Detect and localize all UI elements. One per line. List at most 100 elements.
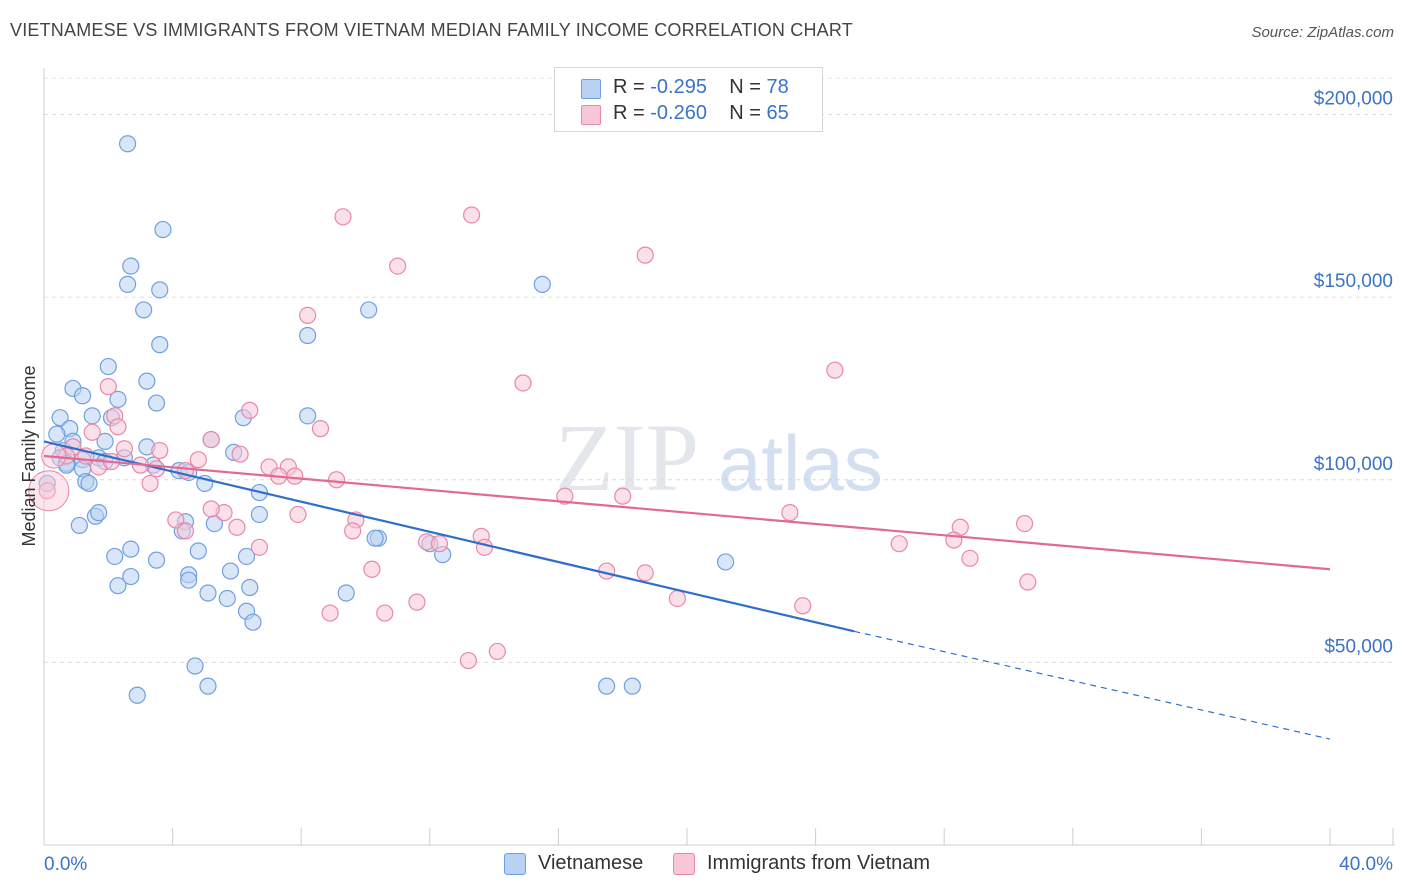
data-point [186, 657, 204, 675]
data-point [109, 418, 127, 436]
data-point [83, 423, 101, 441]
data-point [221, 562, 240, 580]
data-point [99, 357, 117, 376]
data-point [289, 505, 307, 524]
x-tick-label-max: 40.0% [1339, 854, 1393, 875]
data-point [135, 301, 153, 319]
data-point [199, 677, 217, 695]
source-label: Source: ZipAtlas.com [1251, 24, 1394, 41]
data-point [57, 447, 76, 465]
data-point [109, 577, 127, 595]
data-point [890, 535, 908, 553]
data-point [106, 547, 124, 566]
r-label: R = [613, 102, 645, 124]
stats-legend: R = -0.295 N = 78 R = -0.260 N = 65 [554, 67, 823, 132]
data-point [128, 686, 146, 704]
data-point [141, 474, 159, 493]
data-point [716, 553, 735, 571]
data-point [598, 677, 616, 695]
data-point [90, 504, 108, 522]
legend-label-vietnamese: Vietnamese [538, 852, 644, 874]
data-point [961, 549, 979, 567]
data-point [241, 578, 259, 597]
n-label: N = [729, 102, 761, 124]
data-point [1015, 514, 1034, 533]
data-point [430, 535, 449, 553]
y-tick-label: $50,000 [1324, 636, 1393, 657]
n-value: 65 [766, 102, 789, 124]
data-point [1019, 573, 1037, 591]
data-point [475, 538, 494, 556]
data-point [147, 394, 166, 412]
data-point [48, 425, 66, 443]
data-point [514, 374, 532, 392]
data-point [231, 445, 249, 463]
data-point [151, 281, 169, 299]
r-value: -0.295 [650, 76, 707, 98]
r-label: R = [613, 76, 645, 98]
data-point [794, 597, 812, 615]
data-point [189, 542, 207, 560]
trend-line-immigrants [43, 454, 1331, 571]
data-point [38, 482, 56, 500]
legend-label-immigrants: Immigrants from Vietnam [707, 852, 931, 874]
trend-line-vietnamese [43, 440, 855, 633]
data-point [311, 420, 330, 438]
data-point [118, 135, 137, 153]
data-point [781, 504, 799, 522]
data-point [366, 529, 384, 547]
data-point [533, 275, 551, 293]
data-point [462, 206, 481, 224]
n-value: 78 [766, 76, 789, 98]
data-point [151, 441, 169, 460]
r-value: -0.260 [650, 102, 707, 124]
watermark: ZIP atlas [555, 404, 883, 511]
data-point [96, 432, 114, 451]
data-point [299, 407, 317, 425]
data-point [83, 407, 101, 425]
data-point [337, 584, 355, 602]
data-point [299, 306, 317, 325]
vietnamese-swatch [581, 79, 601, 99]
data-point [344, 522, 362, 540]
data-point [189, 451, 207, 469]
data-point [299, 326, 317, 345]
data-point [237, 547, 256, 566]
data-point [334, 208, 352, 226]
data-point [363, 560, 381, 578]
data-point [556, 487, 574, 505]
data-point [244, 613, 262, 631]
trend-line-vietnamese-extrapolated [854, 630, 1331, 740]
data-point [122, 540, 140, 558]
data-point [826, 361, 844, 379]
data-point [327, 471, 346, 489]
data-point [99, 378, 117, 396]
data-point [199, 584, 217, 602]
data-point [109, 390, 127, 409]
data-point [138, 372, 156, 390]
series-immigrants [38, 206, 1037, 670]
data-point [636, 246, 654, 264]
data-point [218, 589, 236, 608]
data-point [389, 257, 407, 275]
data-point [202, 500, 220, 518]
data-point [408, 593, 426, 611]
data-point [614, 487, 632, 505]
data-point [202, 430, 220, 449]
data-point [360, 301, 378, 319]
immigrants-swatch [581, 105, 601, 125]
y-tick-label: $150,000 [1314, 271, 1393, 292]
data-point [286, 467, 304, 485]
data-point [151, 336, 169, 354]
data-point [73, 387, 92, 405]
data-point [636, 564, 654, 582]
data-point [154, 220, 172, 239]
data-point [115, 440, 133, 458]
data-point [250, 505, 269, 524]
y-tick-label: $100,000 [1314, 454, 1393, 475]
data-point [176, 522, 195, 540]
data-point [250, 538, 269, 556]
data-point [459, 651, 477, 670]
data-point [945, 531, 963, 549]
